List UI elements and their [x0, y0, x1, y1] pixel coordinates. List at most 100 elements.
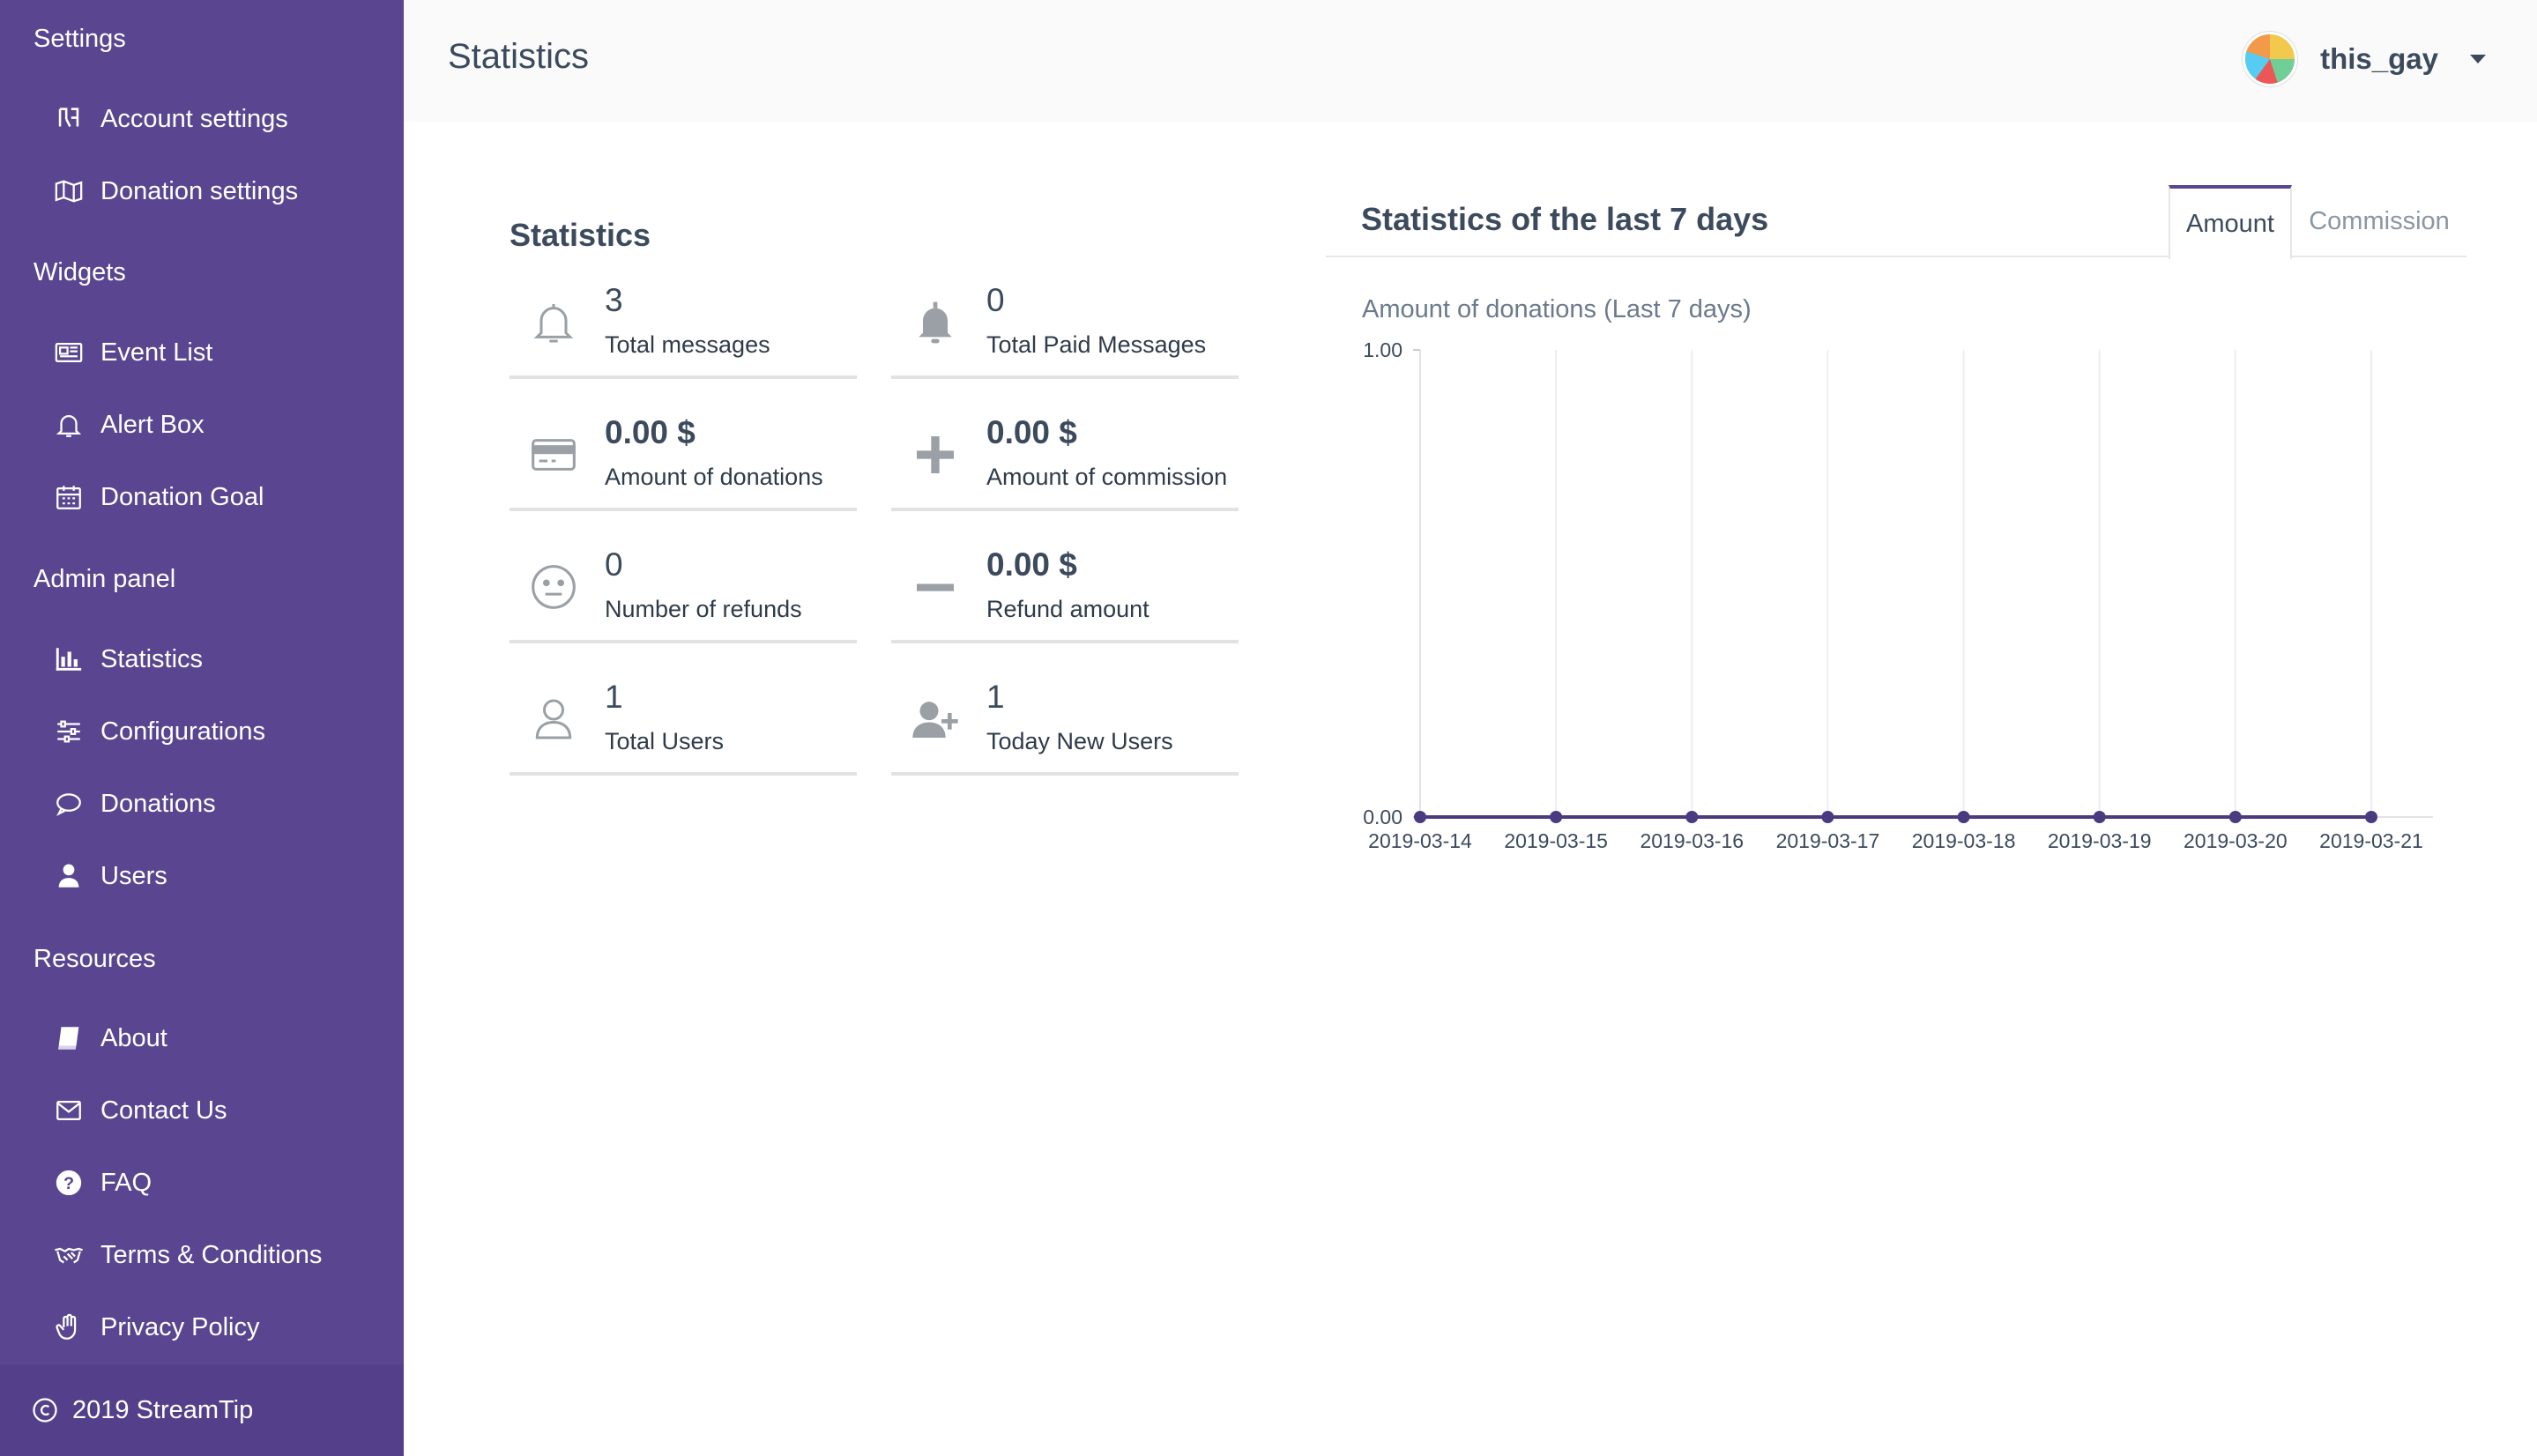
svg-text:?: ? [63, 1174, 74, 1193]
tile-label: Total messages [605, 331, 770, 358]
sidebar-item-privacy-policy[interactable]: Privacy Policy [0, 1296, 404, 1358]
sidebar-item-terms[interactable]: Terms & Conditions [0, 1224, 404, 1286]
chart-card-title: Statistics of the last 7 days [1361, 201, 1769, 237]
data-point [2228, 811, 2242, 823]
tile-label: Refund amount [986, 596, 1149, 622]
handshake-icon [53, 1239, 85, 1271]
bell-icon [53, 409, 85, 441]
data-point [1550, 811, 1563, 823]
tile-total-messages: 3 Total messages [510, 273, 857, 379]
tile-number-refunds: 0 Number of refunds [510, 538, 857, 643]
tile-value: 0.00 $ [605, 414, 696, 450]
sidebar-item-label: Statistics [100, 644, 204, 673]
user-menu[interactable]: this_gay [2243, 32, 2486, 86]
tile-total-users: 1 Total Users [510, 670, 857, 776]
hand-icon [53, 1311, 85, 1343]
x-tick-label: 2019-03-21 [2319, 829, 2423, 852]
copyright-icon [33, 1398, 57, 1423]
tile-label: Total Users [605, 728, 725, 754]
sidebar-item-label: Donation settings [100, 176, 299, 205]
tile-today-new-users: 1 Today New Users [891, 670, 1239, 776]
tile-amount-commission: 0.00 $ Amount of commission [891, 405, 1239, 511]
sidebar-item-donation-settings[interactable]: Donation settings [0, 160, 404, 222]
donations-chart: Amount of donations (Last 7 days) 0.00 1.0… [1322, 282, 2468, 881]
newspaper-icon [53, 337, 85, 368]
sidebar-item-statistics[interactable]: Statistics [0, 628, 404, 690]
tile-label: Amount of donations [605, 464, 823, 490]
tile-label: Amount of commission [986, 464, 1228, 490]
x-tick-label: 2019-03-19 [2048, 829, 2152, 852]
x-tick-label: 2019-03-15 [1504, 829, 1608, 852]
sliders-icon [53, 716, 85, 747]
tile-value: 0 [605, 546, 623, 583]
sidebar-item-account-settings[interactable]: Account settings [0, 88, 404, 150]
sidebar-item-configurations[interactable]: Configurations [0, 701, 404, 762]
minus-icon [909, 561, 962, 613]
x-tick-label: 2019-03-16 [1640, 829, 1744, 852]
tile-label: Number of refunds [605, 596, 802, 622]
sidebar-item-label: FAQ [100, 1168, 153, 1197]
stats-title: Statistics [510, 217, 651, 253]
bell-outline-icon [527, 296, 580, 349]
sidebar-item-label: Account settings [100, 104, 288, 133]
plus-icon [909, 428, 962, 481]
chart-card-header: Statistics of the last 7 days Amount Com… [1326, 185, 2466, 259]
sidebar-item-alert-box[interactable]: Alert Box [0, 394, 404, 456]
tile-value: 0.00 $ [986, 414, 1077, 450]
x-tick-label: 2019-03-17 [1776, 829, 1880, 852]
user-plus-icon [909, 693, 962, 746]
tile-label: Today New Users [986, 728, 1173, 754]
credit-card-icon [527, 428, 580, 481]
caret-down-icon[interactable] [2470, 55, 2486, 63]
user-icon [53, 860, 85, 892]
sidebar-item-faq[interactable]: ? FAQ [0, 1152, 404, 1214]
data-point [2093, 811, 2106, 823]
data-point [1957, 811, 1970, 823]
user-outline-icon [527, 693, 580, 746]
question-circle-icon: ? [53, 1167, 85, 1199]
sidebar-item-label: About [100, 1023, 167, 1052]
sidebar-footer: 2019 StreamTip [0, 1364, 404, 1456]
sidebar-item-label: Users [100, 861, 167, 890]
page-title: Statistics [448, 37, 590, 76]
footer-copyright: 2019 StreamTip [72, 1395, 254, 1424]
tab-amount[interactable]: Amount [2169, 185, 2292, 259]
top-header: Statistics this_gay [404, 0, 2537, 122]
y-tick-label: 0.00 [1363, 806, 1402, 828]
bar-chart-icon [53, 643, 85, 675]
account-settings-icon [53, 103, 85, 135]
meh-face-icon [527, 561, 580, 613]
tile-value: 3 [605, 282, 623, 318]
sidebar-item-users[interactable]: Users [0, 845, 404, 907]
tile-total-paid-messages: 0 Total Paid Messages [891, 273, 1239, 379]
sidebar-item-about[interactable]: About [0, 1007, 404, 1069]
sidebar-item-event-list[interactable]: Event List [0, 322, 404, 383]
sidebar-item-label: Donation Goal [100, 482, 264, 511]
x-tick-label: 2019-03-18 [1912, 829, 2016, 852]
sidebar: Settings Account settings Donation setti… [0, 0, 404, 1456]
tab-commission[interactable]: Commission [2309, 206, 2450, 235]
comment-icon [53, 788, 85, 820]
username[interactable]: this_gay [2320, 42, 2438, 75]
data-point [1414, 811, 1426, 823]
donations-chart-svg: Amount of donations (Last 7 days) 0.00 1.0… [1362, 295, 2433, 852]
data-point [1685, 811, 1699, 823]
data-point [1821, 811, 1834, 823]
chart-title: Amount of donations (Last 7 days) [1362, 295, 1752, 323]
calendar-icon [53, 481, 85, 513]
avatar[interactable] [2243, 32, 2298, 86]
sidebar-item-donations[interactable]: Donations [0, 773, 404, 835]
sidebar-item-donation-goal[interactable]: Donation Goal [0, 466, 404, 528]
sidebar-section-settings: Settings [33, 25, 126, 53]
y-tick-label: 1.00 [1363, 338, 1402, 361]
bell-solid-icon [909, 296, 962, 349]
sidebar-section-admin-panel: Admin panel [33, 565, 176, 593]
tile-label: Total Paid Messages [986, 331, 1207, 358]
sidebar-item-label: Privacy Policy [100, 1312, 260, 1341]
tile-value: 1 [605, 679, 623, 715]
sidebar-item-contact-us[interactable]: Contact Us [0, 1080, 404, 1141]
sidebar-item-label: Donations [100, 789, 216, 818]
map-icon [53, 175, 85, 207]
sidebar-item-label: Contact Us [100, 1096, 227, 1125]
sidebar-section-widgets: Widgets [33, 258, 126, 286]
